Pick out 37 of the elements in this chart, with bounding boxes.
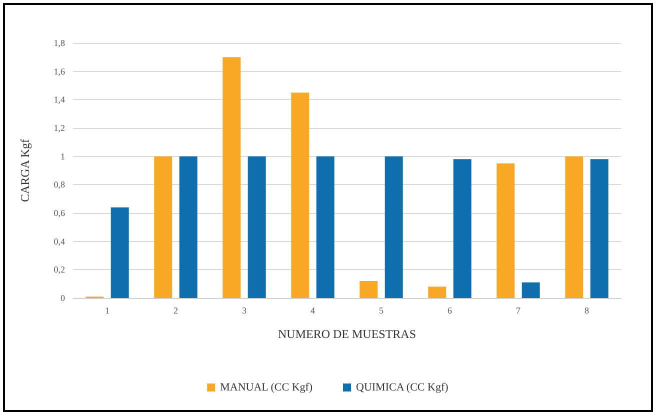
- y-tick-label: 1,2: [54, 123, 65, 133]
- x-tick-label: 8: [584, 306, 590, 316]
- y-tick-label: 0: [60, 293, 66, 303]
- y-tick-label: 0,8: [54, 180, 66, 190]
- bar: [453, 159, 472, 298]
- bar: [291, 92, 310, 298]
- y-tick-label: 0,4: [54, 236, 66, 246]
- y-tick-label: 1,4: [54, 94, 66, 105]
- y-axis-title: CARGA Kgf: [18, 138, 32, 202]
- y-tick-label: 1,8: [54, 38, 66, 48]
- x-axis-title: NUMERO DE MUESTRAS: [278, 327, 416, 341]
- bar: [110, 207, 129, 298]
- x-tick-label: 6: [448, 306, 452, 316]
- bar: [222, 57, 241, 298]
- legend-label: MANUAL (CC Kgf): [220, 382, 313, 394]
- x-tick-label: 4: [310, 306, 316, 316]
- y-tick-label: 1,6: [54, 66, 66, 76]
- bar: [522, 282, 540, 298]
- bar: [384, 156, 403, 298]
- x-tick-label: 2: [174, 306, 178, 316]
- legend-label: QUIMICA (CC Kgf): [356, 382, 449, 394]
- y-tick-label: 1: [60, 151, 65, 162]
- x-tick-label: 7: [516, 306, 521, 316]
- bar: [360, 281, 378, 298]
- x-tick-label: 5: [379, 306, 384, 316]
- bar: [565, 156, 584, 298]
- y-tick-label: 0,6: [54, 208, 66, 218]
- bar: [316, 156, 334, 298]
- x-tick-label: 1: [105, 306, 110, 316]
- y-tick-label: 0,2: [54, 264, 65, 275]
- bar: [154, 156, 172, 298]
- bar: [428, 286, 446, 298]
- x-tick-label: 3: [242, 306, 247, 316]
- bar: [496, 163, 515, 298]
- bar: [248, 156, 266, 298]
- bar: [590, 159, 608, 298]
- bar: [179, 156, 198, 298]
